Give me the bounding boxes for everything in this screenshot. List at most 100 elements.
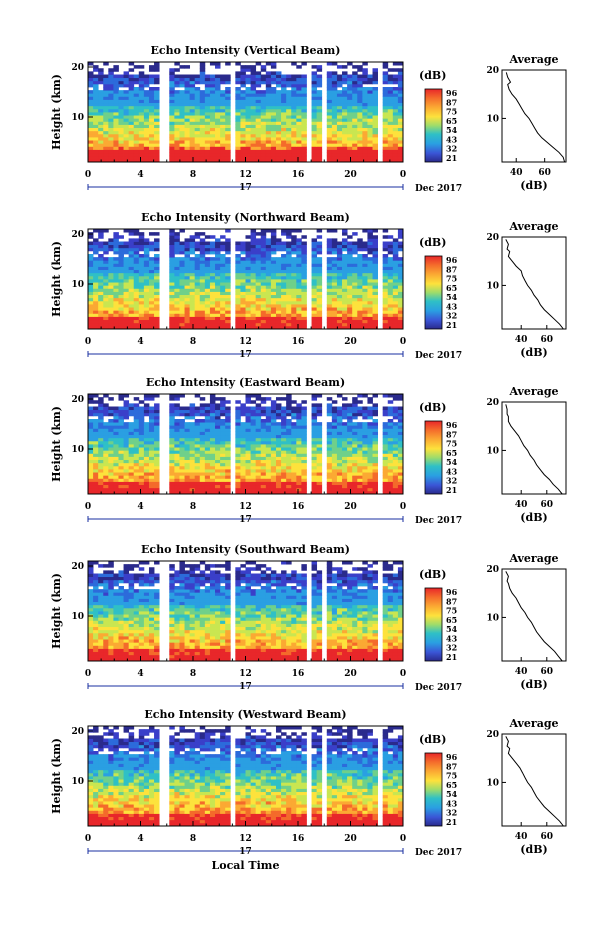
heatmap-cell — [265, 322, 272, 327]
heatmap-cell — [270, 74, 277, 79]
heatmap-cell — [362, 478, 368, 482]
heatmap-cell — [179, 269, 185, 274]
heatmap-cell — [281, 465, 287, 470]
heatmap-cell — [128, 105, 135, 110]
heatmap-cell — [352, 444, 358, 448]
heatmap-cell — [148, 319, 155, 324]
heatmap-cell — [103, 285, 109, 289]
heatmap-cell — [362, 484, 368, 489]
heatmap-cell — [169, 322, 175, 327]
heatmap-cell — [362, 266, 368, 271]
heatmap-cell — [184, 304, 191, 308]
heatmap-cell — [245, 254, 251, 258]
heatmap-cell — [215, 409, 221, 414]
heatmap-cell — [326, 127, 333, 132]
heatmap-cell — [260, 459, 267, 464]
heatmap-cell — [255, 149, 262, 154]
heatmap-cell — [347, 297, 353, 302]
heatmap-cell — [148, 469, 155, 473]
heatmap-cell — [209, 250, 216, 255]
heatmap-cell — [93, 93, 99, 97]
heatmap-cell — [286, 325, 292, 330]
heatmap-cell — [392, 130, 399, 135]
heatmap-cell — [199, 275, 206, 280]
heatmap-cell — [301, 247, 307, 252]
heatmap-cell — [154, 62, 160, 66]
heatmap-cell — [357, 155, 363, 160]
heatmap-cell — [98, 115, 104, 119]
heatmap-cell — [209, 124, 216, 129]
colorbar-tick-label: 65 — [446, 283, 457, 293]
heatmap-cell — [362, 269, 368, 274]
heatmap-cell — [342, 112, 348, 116]
heatmap-cell — [352, 279, 358, 283]
heatmap-cell — [108, 263, 114, 267]
heatmap-cell — [367, 272, 373, 277]
heatmap-cell — [392, 478, 399, 482]
heatmap-cell — [93, 90, 99, 94]
heatmap-cell — [209, 307, 216, 311]
heatmap-cell — [286, 490, 292, 495]
heatmap-cell — [245, 121, 251, 125]
heatmap-cell — [194, 93, 201, 97]
heatmap-cell — [184, 409, 191, 414]
heatmap-cell — [250, 118, 257, 122]
heatmap-cell — [387, 313, 394, 317]
heatmap-cell — [250, 316, 257, 321]
heatmap-cell — [194, 140, 201, 144]
heatmap-cell — [316, 250, 323, 255]
heatmap-cell — [209, 440, 216, 445]
heatmap-cell — [392, 149, 399, 154]
heatmap-cell — [326, 105, 333, 110]
heatmap-cell — [357, 285, 363, 289]
heatmap-cell — [209, 487, 216, 492]
heatmap-cell — [347, 469, 353, 473]
heatmap-cell — [128, 462, 135, 467]
heatmap-cell — [108, 310, 114, 314]
heatmap-cell — [133, 152, 140, 157]
heatmap-cell — [209, 425, 216, 429]
heatmap-cell — [286, 272, 292, 277]
heatmap-cell — [225, 275, 231, 280]
heatmap-cell — [296, 87, 302, 91]
heatmap-cell — [342, 294, 348, 299]
heatmap-cell — [184, 254, 191, 258]
heatmap-cell — [265, 310, 272, 314]
heatmap-cell — [215, 487, 221, 492]
heatmap-cell — [342, 478, 348, 482]
heatmap-cell — [88, 241, 94, 246]
heatmap-cell — [260, 437, 267, 442]
heatmap-cell — [123, 272, 130, 277]
heatmap-cell — [204, 115, 211, 119]
heatmap-cell — [245, 241, 251, 246]
heatmap-cell — [194, 143, 201, 147]
heatmap-cell — [296, 257, 302, 261]
heatmap-cell — [301, 87, 307, 91]
heatmap-cell — [215, 137, 221, 141]
heatmap-cell — [387, 453, 394, 457]
heatmap-cell — [103, 316, 109, 321]
heatmap-cell — [291, 127, 297, 132]
heatmap-cell — [392, 453, 399, 457]
heatmap-cell — [336, 90, 343, 94]
heatmap-cell — [103, 322, 109, 327]
heatmap-cell — [260, 475, 267, 479]
heatmap-cell — [311, 282, 318, 286]
heatmap-cell — [128, 300, 135, 305]
heatmap-cell — [362, 490, 368, 495]
heatmap-cell — [235, 140, 241, 144]
heatmap-cell — [179, 140, 185, 144]
heatmap-cell — [255, 257, 262, 261]
heatmap-cell — [316, 99, 323, 104]
heatmap-cell — [336, 247, 343, 252]
heatmap-cell — [250, 428, 257, 432]
heatmap-cell — [184, 462, 191, 467]
heatmap-cell — [291, 422, 297, 426]
heatmap-cell — [220, 472, 226, 476]
heatmap-cell — [270, 475, 277, 479]
heatmap-cell — [225, 431, 231, 436]
heatmap-cell — [331, 425, 338, 429]
heatmap-cell — [296, 137, 302, 141]
heatmap-cell — [88, 431, 94, 436]
heatmap-cell — [118, 487, 124, 492]
